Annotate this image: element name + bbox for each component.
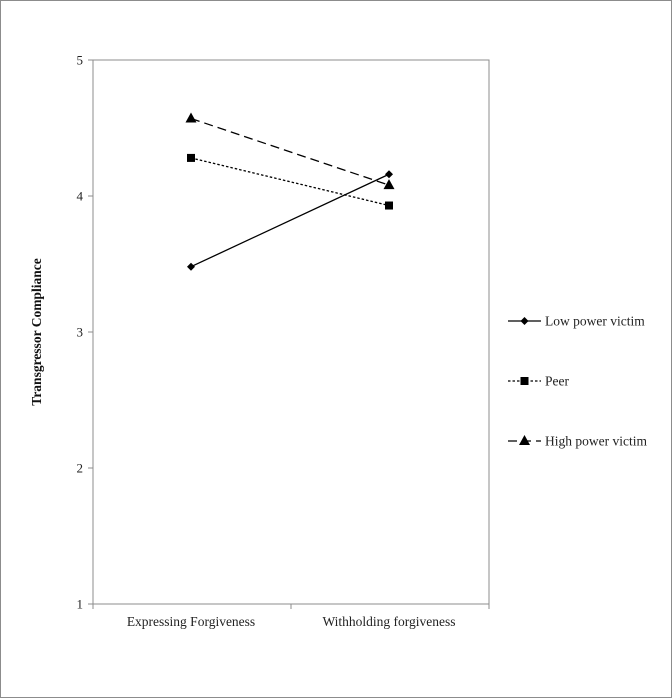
data-point: [385, 202, 393, 210]
y-tick-label: 5: [77, 53, 84, 68]
x-category-label: Withholding forgiveness: [322, 614, 455, 629]
y-tick-label: 1: [77, 597, 84, 612]
legend-label: Peer: [545, 374, 569, 389]
y-tick-label: 4: [77, 189, 84, 204]
legend-marker: [521, 377, 529, 385]
y-tick-label: 3: [77, 325, 84, 340]
legend-marker: [521, 317, 529, 325]
y-axis-label: Transgressor Compliance: [29, 258, 44, 405]
legend-marker: [519, 435, 530, 445]
legend-label: Low power victim: [545, 314, 645, 329]
legend-item: Peer: [508, 374, 569, 389]
legend-label: High power victim: [545, 434, 647, 449]
legend-item: Low power victim: [508, 314, 645, 329]
plot-area: [93, 60, 489, 604]
y-tick-label: 2: [77, 461, 84, 476]
legend-item: High power victim: [508, 434, 647, 449]
data-point: [187, 154, 195, 162]
x-category-label: Expressing Forgiveness: [127, 614, 255, 629]
legend: Low power victim Peer High power victim: [508, 314, 647, 449]
